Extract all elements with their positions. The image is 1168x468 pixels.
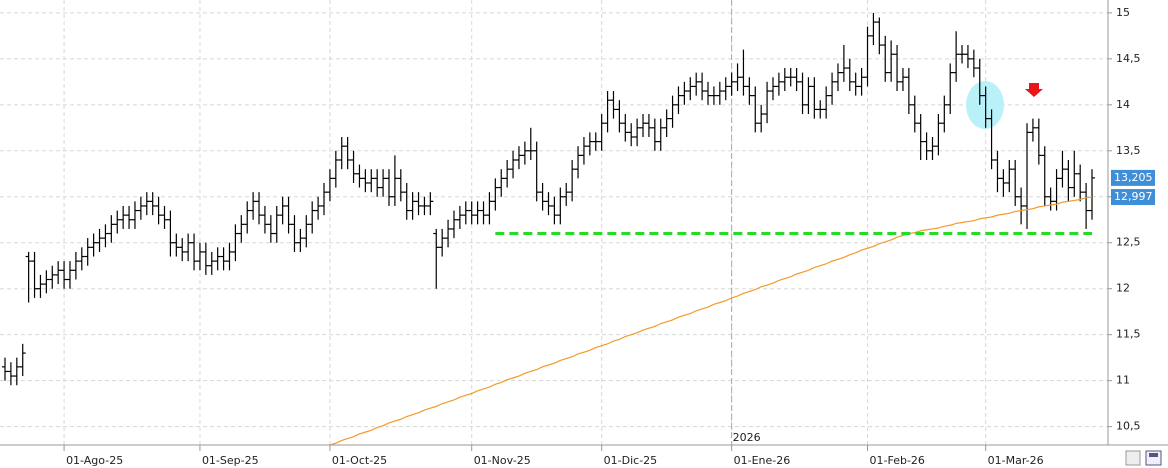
x-tick-label: 01-Dic-25 [604,454,658,467]
price-tag-label: 13,205 [1114,171,1153,184]
year-label: 2026 [733,431,761,444]
y-tick-label: 14 [1116,98,1130,111]
price-tag [1111,169,1155,186]
save-icon [1149,453,1158,457]
y-tick-label: 11 [1116,374,1130,387]
grid [0,0,1108,445]
y-tick-label: 10,5 [1116,420,1141,433]
price-tag [1111,189,1155,206]
moving-average-line [329,196,1093,446]
x-tick-label: 01-Ene-26 [734,454,791,467]
y-tick-label: 13,5 [1116,144,1141,157]
down-arrow [1025,83,1043,97]
plot [2,12,1095,446]
x-tick-label: 01-Oct-25 [332,454,387,467]
axis: 10,51111,51212,51313,51414,51501-Ago-250… [63,6,1155,467]
y-tick-label: 15 [1116,6,1130,19]
y-tick-label: 11,5 [1116,328,1141,341]
x-tick-label: 01-Ago-25 [66,454,123,467]
x-tick-label: 01-Mar-26 [988,454,1044,467]
x-tick-label: 01-Nov-25 [474,454,531,467]
price-tag-label: 12,997 [1114,190,1153,203]
y-tick-label: 12,5 [1116,236,1141,249]
x-tick-label: 01-Sep-25 [202,454,259,467]
scroll-button[interactable] [1125,450,1141,466]
y-tick-label: 12 [1116,282,1130,295]
y-tick-label: 14,5 [1116,52,1141,65]
x-tick-label: 01-Feb-26 [870,454,925,467]
highlight-ellipse [966,81,1004,129]
